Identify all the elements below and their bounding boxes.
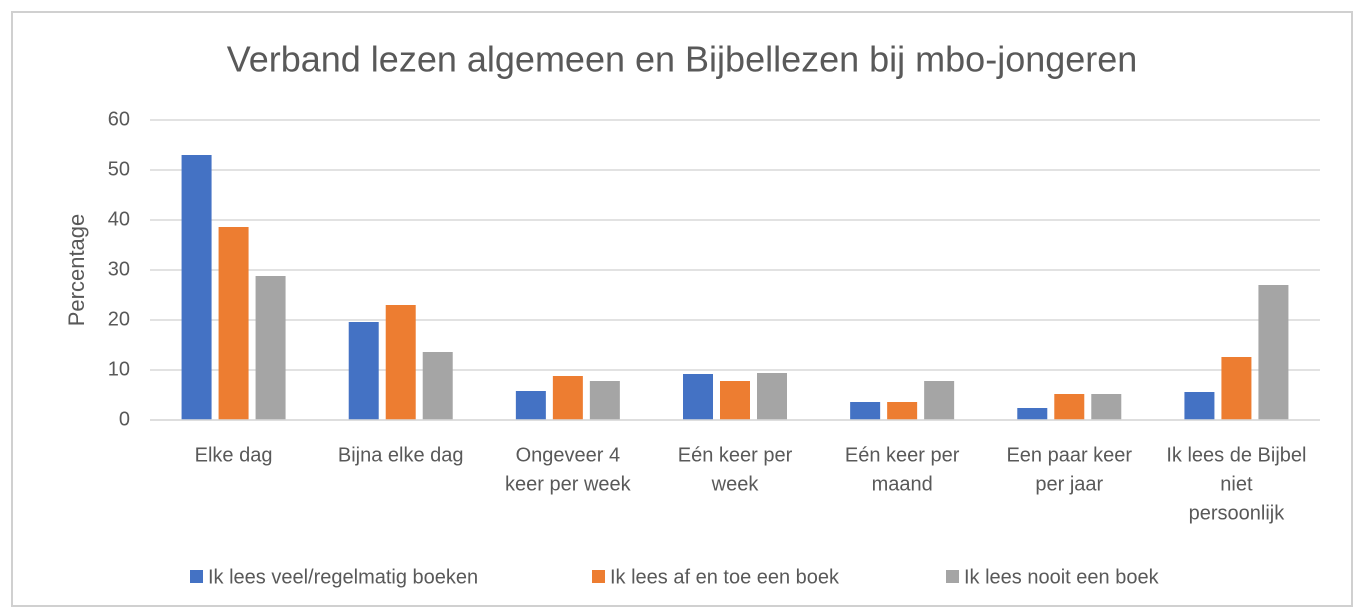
y-tick-label: 20 <box>108 308 130 330</box>
bar <box>757 373 787 420</box>
x-tick-label: Een paar keer per jaar <box>1006 444 1132 495</box>
chart-frame <box>11 11 1353 607</box>
bar <box>683 374 713 420</box>
legend-swatch <box>190 570 203 583</box>
x-tick-label: Elke dag <box>195 444 273 466</box>
x-tick-label: Bijna elke dag <box>338 444 464 466</box>
bar <box>850 402 881 420</box>
x-tick-label-line: keer per week <box>505 473 632 495</box>
y-tick-label: 0 <box>119 408 130 430</box>
x-tick-label-line: Eén keer per <box>845 444 960 466</box>
bar <box>1221 357 1252 420</box>
x-tick-label: Ik lees de Bijbel niet persoonlijk <box>1166 444 1306 524</box>
x-tick-label-line: niet <box>1220 473 1253 495</box>
x-tick-label: Ongeveer 4 keer per week <box>505 444 632 495</box>
legend-swatch <box>592 570 605 583</box>
bar <box>924 381 955 420</box>
x-tick-label-line: Elke dag <box>195 444 273 466</box>
bar <box>218 227 249 420</box>
bar <box>552 376 583 420</box>
x-tick-label: Eén keer per maand <box>845 444 960 495</box>
bar <box>255 276 286 420</box>
y-tick-label: 60 <box>108 108 130 130</box>
legend-label: Ik lees nooit een boek <box>964 566 1160 588</box>
bar <box>1184 392 1215 420</box>
x-tick-label-line: week <box>711 473 760 495</box>
bar <box>422 352 453 420</box>
bar <box>385 305 416 420</box>
bar <box>1054 394 1085 420</box>
bar <box>720 381 750 420</box>
x-tick-label-line: Ongeveer 4 <box>516 444 621 466</box>
bar <box>1017 408 1048 420</box>
x-tick-label-line: maand <box>872 473 933 495</box>
x-tick-label-line: Een paar keer <box>1006 444 1132 466</box>
legend-label: Ik lees veel/regelmatig boeken <box>208 566 478 588</box>
x-tick-label-line: Eén keer per <box>678 444 793 466</box>
bar <box>1091 394 1122 420</box>
legend-label: Ik lees af en toe een boek <box>610 566 840 588</box>
legend-swatch <box>946 570 959 583</box>
y-tick-label: 40 <box>108 208 130 230</box>
y-axis-label: Percentage <box>64 214 89 327</box>
y-tick-label: 50 <box>108 158 130 180</box>
bar <box>515 391 546 420</box>
y-tick-label: 10 <box>108 358 130 380</box>
bar <box>589 381 620 420</box>
y-tick-label: 30 <box>108 258 130 280</box>
x-tick-label-line: per jaar <box>1035 473 1103 495</box>
chart-title: Verband lezen algemeen en Bijbellezen bi… <box>227 39 1138 80</box>
x-tick-label-line: Ik lees de Bijbel <box>1166 444 1306 466</box>
x-tick-label-line: persoonlijk <box>1189 502 1286 524</box>
x-tick-label-line: Bijna elke dag <box>338 444 464 466</box>
x-tick-label: Eén keer per week <box>678 444 793 495</box>
bar <box>1258 285 1289 420</box>
bar <box>887 402 918 420</box>
bar <box>181 155 212 420</box>
bar <box>348 322 379 420</box>
